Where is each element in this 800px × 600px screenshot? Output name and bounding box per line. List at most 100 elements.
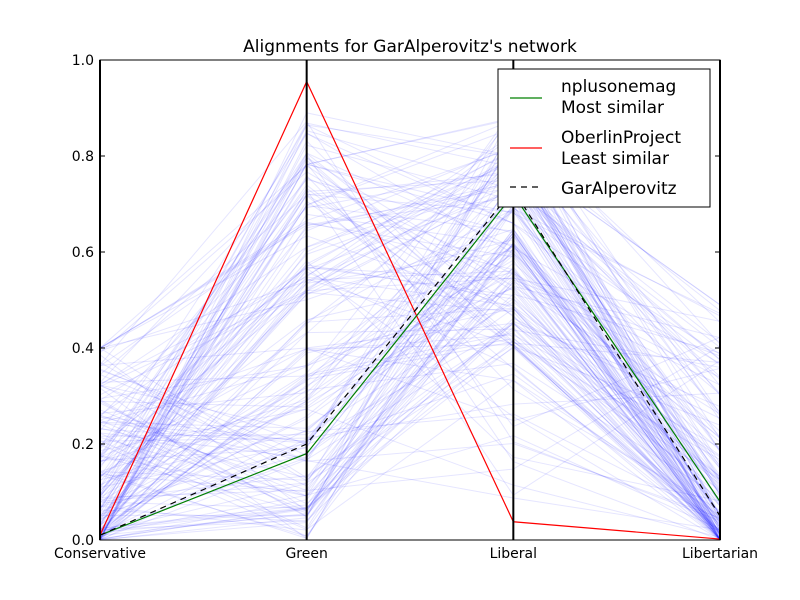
background-line: [99, 270, 721, 522]
background-line: [99, 362, 721, 531]
background-line: [99, 147, 721, 536]
series-line-red-solid: [99, 80, 721, 540]
background-line: [99, 156, 721, 524]
axes: Conservative Green Liberal Libertarian 0.0 0.…: [54, 53, 758, 562]
background-line: [99, 301, 721, 483]
background-line: [99, 163, 721, 539]
chart-title: Alignments for GarAlperovitz's network: [243, 37, 577, 57]
background-line: [99, 254, 721, 524]
background-line: [99, 190, 721, 536]
background-line: [99, 379, 721, 531]
x-tick-label: Conservative: [54, 546, 146, 562]
background-line: [99, 322, 721, 497]
background-line: [99, 234, 721, 541]
background-line: [99, 144, 721, 525]
background-line: [99, 140, 721, 541]
background-line: [99, 293, 721, 487]
background-line: [99, 169, 721, 482]
background-line: [99, 168, 721, 533]
background-line: [99, 178, 721, 539]
y-tick-label: 0.0: [72, 533, 94, 549]
background-line: [99, 287, 721, 541]
background-line: [99, 122, 721, 517]
background-line: [99, 248, 721, 537]
background-line: [99, 347, 721, 541]
background-line: [99, 179, 721, 541]
background-line: [99, 119, 721, 528]
background-line: [99, 323, 721, 477]
background-line: [99, 147, 721, 349]
background-line: [99, 120, 721, 522]
background-line: [99, 108, 721, 518]
background-line: [99, 152, 721, 518]
background-line: [99, 181, 721, 479]
background-line: [99, 347, 721, 464]
background-line: [99, 108, 721, 461]
background-line: [99, 267, 721, 540]
background-line: [99, 174, 721, 511]
background-line: [99, 112, 721, 541]
background-line: [99, 259, 721, 539]
background-line: [99, 271, 721, 540]
background-line: [99, 132, 721, 499]
background-line: [99, 235, 721, 539]
background-line: [99, 127, 721, 541]
background-line: [99, 285, 721, 508]
background-line: [99, 341, 721, 539]
background-line: [99, 159, 721, 534]
y-tick-label: 0.6: [72, 245, 94, 261]
background-line: [99, 243, 721, 540]
background-line: [99, 297, 721, 515]
background-line: [99, 245, 721, 466]
legend-label: nplusonemag Most similar: [561, 77, 676, 118]
background-line: [99, 247, 721, 510]
background-line: [99, 171, 721, 540]
background-line: [99, 208, 721, 541]
background-line: [99, 369, 721, 525]
background-line: [99, 187, 721, 531]
background-line: [99, 384, 721, 520]
background-line: [99, 186, 721, 361]
background-line: [99, 150, 721, 531]
background-line: [99, 345, 721, 491]
background-line: [99, 251, 721, 491]
background-line: [99, 241, 721, 523]
background-line: [99, 207, 721, 479]
background-line: [99, 128, 721, 529]
background-line: [99, 177, 721, 497]
background-line: [99, 138, 721, 533]
background-line: [99, 186, 721, 504]
background-line: [99, 275, 721, 540]
background-line: [99, 344, 721, 541]
background-line: [99, 133, 721, 541]
background-line: [99, 326, 721, 535]
y-tick-label: 0.4: [72, 341, 94, 357]
background-line: [99, 317, 721, 540]
legend: nplusonemag Most similar OberlinProject Lea…: [497, 68, 711, 208]
x-tick-label: Liberal: [490, 546, 537, 562]
background-line: [99, 249, 721, 535]
background-line: [99, 118, 721, 537]
background-line: [99, 265, 721, 541]
background-line: [99, 343, 721, 533]
series-line-green-solid: [99, 193, 721, 536]
legend-label: OberlinProject Least similar: [561, 128, 681, 169]
background-line: [99, 179, 721, 501]
series-line-black-dashed: [99, 188, 721, 536]
background-line: [99, 163, 721, 457]
background-line: [99, 334, 721, 534]
background-line: [99, 197, 721, 528]
y-tick-label: 1.0: [72, 53, 94, 69]
background-line: [99, 392, 721, 442]
background-line: [99, 273, 721, 532]
background-line: [99, 281, 721, 533]
background-line: [99, 205, 721, 520]
background-line: [99, 279, 721, 481]
background-line: [99, 278, 721, 540]
background-line: [99, 180, 721, 492]
background-line: [99, 188, 721, 517]
background-line: [99, 162, 721, 541]
background-line: [99, 148, 721, 450]
background-line: [99, 108, 721, 463]
background-line: [99, 117, 721, 527]
